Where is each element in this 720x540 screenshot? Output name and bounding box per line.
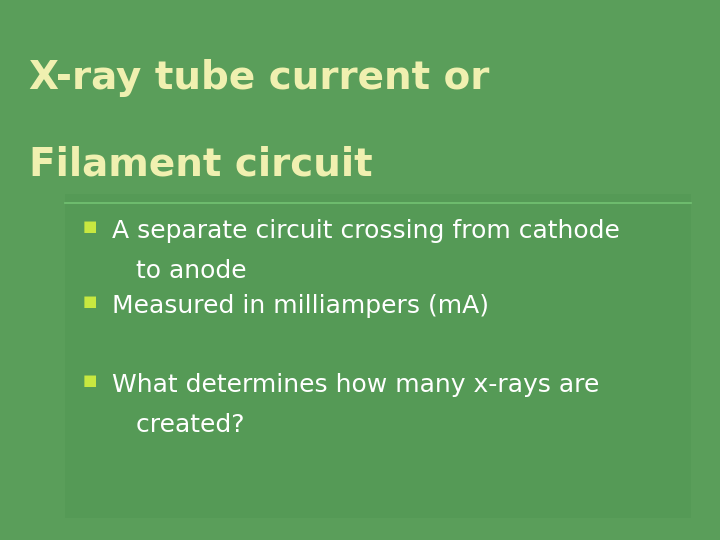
Text: ■: ■ [83, 219, 97, 234]
Text: What determines how many x-rays are: What determines how many x-rays are [112, 373, 599, 396]
Text: ■: ■ [83, 294, 97, 309]
Text: A separate circuit crossing from cathode: A separate circuit crossing from cathode [112, 219, 619, 242]
Text: ■: ■ [83, 373, 97, 388]
Text: Measured in milliampers (mA): Measured in milliampers (mA) [112, 294, 489, 318]
Text: X-ray tube current or: X-ray tube current or [29, 59, 489, 97]
Text: to anode: to anode [112, 259, 246, 283]
FancyBboxPatch shape [65, 194, 691, 518]
Text: Filament circuit: Filament circuit [29, 146, 372, 184]
Text: created?: created? [112, 413, 244, 437]
